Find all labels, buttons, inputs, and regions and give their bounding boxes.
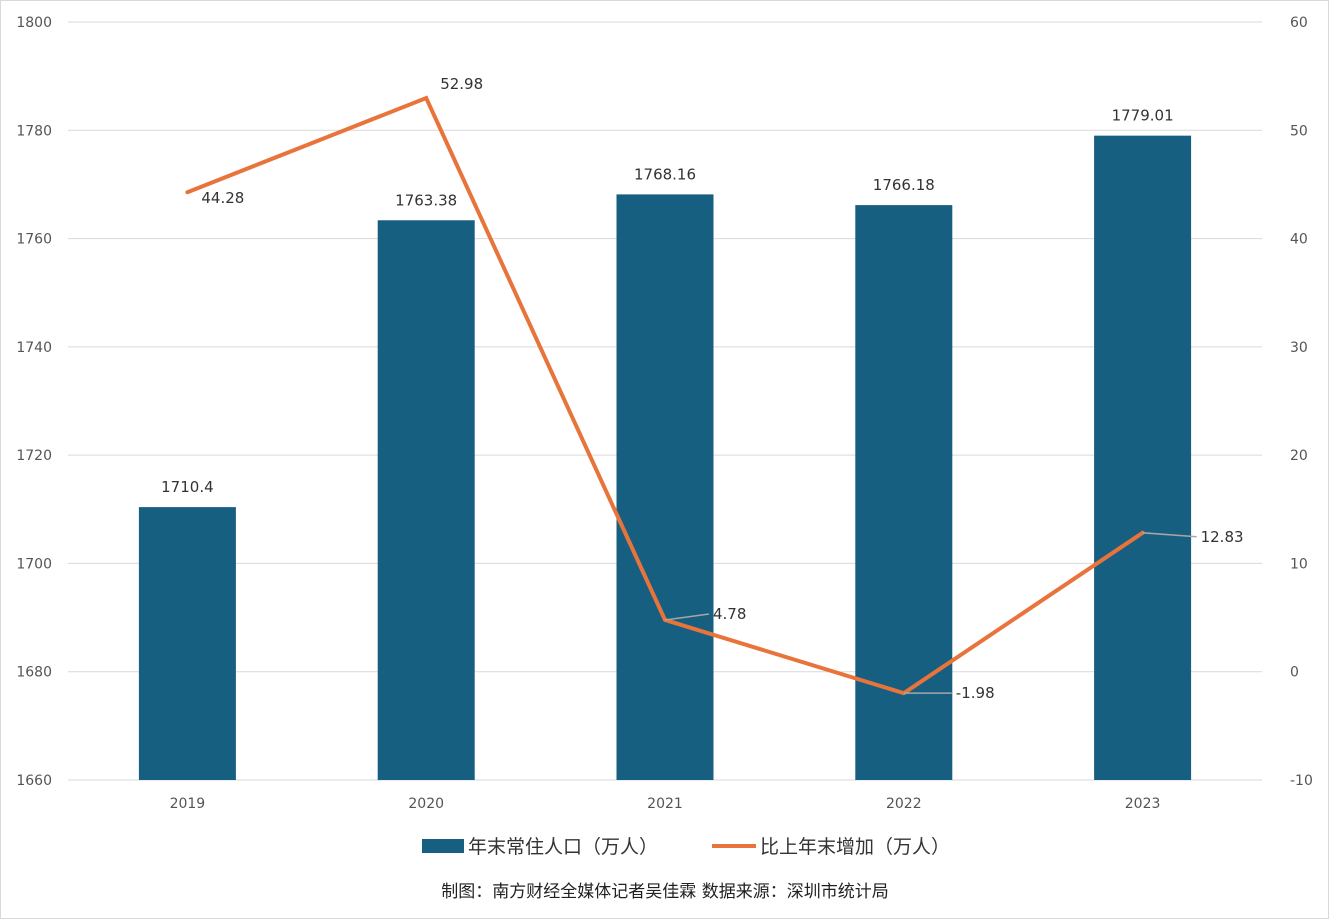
bar-data-label: 1766.18 [873,176,935,194]
right-axis-tick-label: 0 [1290,665,1299,681]
legend-line-label: 比上年末增加（万人） [760,836,950,858]
left-axis-tick-label: 1760 [16,232,52,248]
population-bar [616,194,714,780]
bar-data-label: 1710.4 [161,478,214,496]
data-label-leader-line [1142,532,1197,538]
legend-bar-swatch [422,839,464,853]
right-axis-tick-label: 30 [1290,340,1308,356]
right-axis-tick-label: 60 [1290,15,1308,31]
right-axis-tick-label: 20 [1290,448,1308,464]
left-axis-tick-label: 1660 [16,773,52,789]
legend-bar-label: 年末常住人口（万人） [468,836,658,858]
data-label-leader-line [664,613,710,621]
population-bar [1094,135,1192,780]
line-data-label: 12.83 [1201,528,1244,546]
bar-data-label: 1763.38 [395,191,457,209]
right-axis-tick-label: -10 [1290,773,1313,789]
chart-credit: 制图：南方财经全媒体记者吴佳霖 数据来源：深圳市统计局 [441,882,888,902]
right-axis-ticks: -10 0 10 20 30 40 50 60 [1290,15,1313,789]
left-axis-tick-label: 1780 [16,123,52,139]
bar-data-label: 1779.01 [1112,107,1174,125]
category-tick-label: 2023 [1125,796,1161,812]
bar-data-label: 1768.16 [634,165,696,183]
left-axis-ticks: 1660 1680 1700 1720 1740 1760 1780 1800 [16,15,52,789]
category-tick-label: 2022 [886,796,922,812]
left-axis-tick-label: 1740 [16,340,52,356]
line-data-label: 4.78 [713,605,746,623]
category-tick-label: 2020 [408,796,444,812]
line-data-label: 52.98 [440,75,483,93]
legend: 年末常住人口（万人） 比上年末增加（万人） [422,836,950,858]
bar-data-labels: 1710.4 1763.38 1768.16 1766.18 1779.01 [161,107,1173,496]
category-tick-label: 2019 [170,796,206,812]
left-axis-tick-label: 1680 [16,665,52,681]
left-axis-tick-label: 1700 [16,556,52,572]
population-bars [138,135,1192,781]
line-data-labels: 44.28 52.98 4.78 -1.98 12.83 [201,75,1243,702]
right-axis-tick-label: 40 [1290,232,1308,248]
category-axis-ticks: 2019 2020 2021 2022 2023 [170,796,1161,812]
line-data-label: -1.98 [956,684,995,702]
left-axis-tick-label: 1800 [16,15,52,31]
population-bar [138,507,236,780]
right-axis-tick-label: 50 [1290,123,1308,139]
left-axis-tick-label: 1720 [16,448,52,464]
right-axis-tick-label: 10 [1290,556,1308,572]
line-data-label: 44.28 [201,189,244,207]
category-tick-label: 2021 [647,796,683,812]
population-bar [377,220,475,781]
